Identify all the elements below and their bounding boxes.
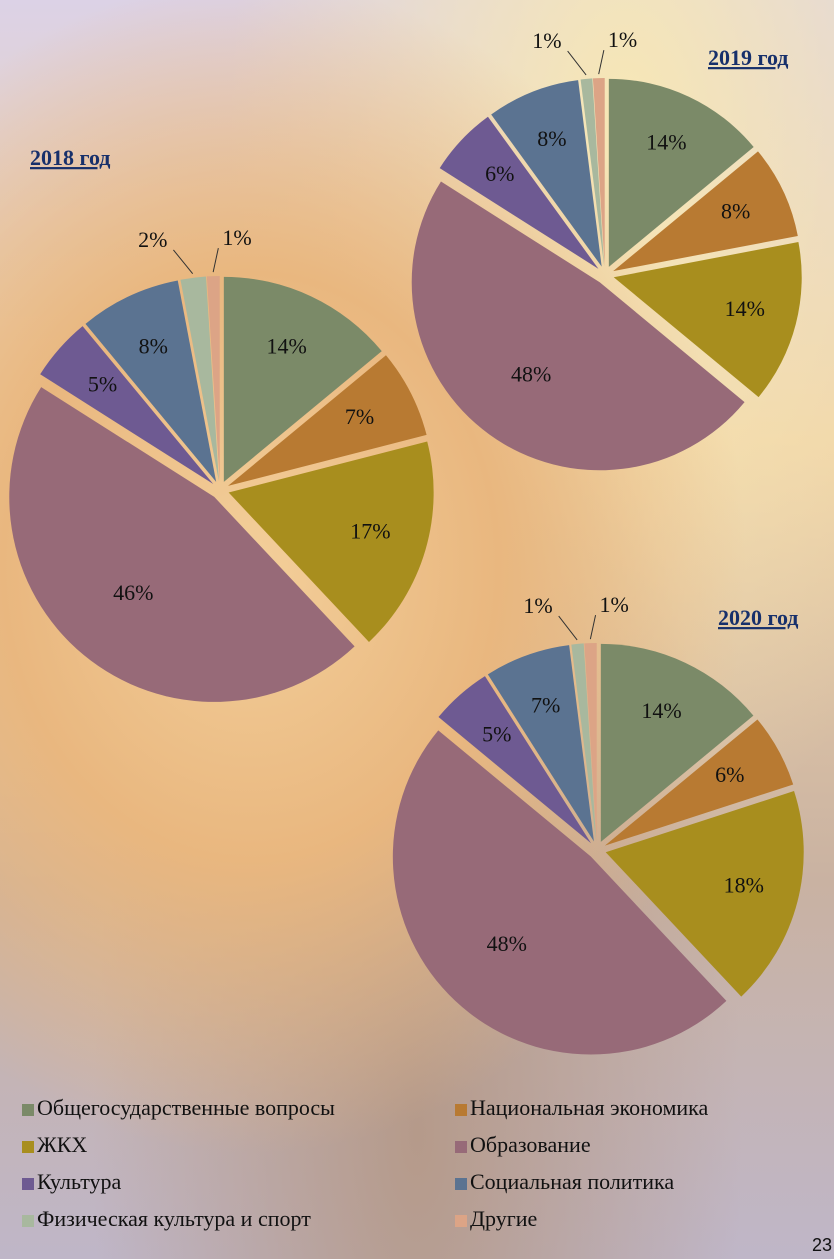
charts: 23 2018 год 14% 7% 17% 46% 5% 8% 2% 1% 2019 год 14…	[0, 0, 834, 1259]
slide: 23 2018 год 14% 7% 17% 46% 5% 8% 2% 1% 2019 год 14…	[0, 0, 834, 1259]
leader-line	[590, 615, 595, 639]
leader-line	[173, 250, 192, 274]
legend-label: Другие	[470, 1206, 537, 1231]
data-label: 14%	[646, 129, 686, 154]
chart-title: 2019 год	[708, 45, 788, 70]
data-label: 7%	[345, 404, 374, 429]
legend-label: Национальная экономика	[470, 1095, 709, 1120]
legend-label: Культура	[37, 1169, 122, 1194]
data-label: 1%	[222, 225, 251, 250]
data-label: 1%	[608, 27, 637, 52]
legend-swatch	[455, 1215, 467, 1227]
data-label: 14%	[641, 698, 681, 723]
data-label: 6%	[715, 762, 744, 787]
legend-swatch	[22, 1215, 34, 1227]
leader-line	[559, 616, 577, 640]
legend-swatch	[455, 1141, 467, 1153]
data-label: 5%	[482, 721, 511, 746]
legend-label: Общегосударственные вопросы	[37, 1095, 335, 1120]
legend-swatch	[455, 1104, 467, 1116]
leader-line	[568, 51, 586, 75]
legend-label: Социальная политика	[470, 1169, 674, 1194]
data-label: 17%	[350, 519, 390, 544]
legend-swatch	[22, 1178, 34, 1190]
legend-label: ЖКХ	[37, 1132, 87, 1157]
data-label: 5%	[88, 371, 117, 396]
leader-line	[599, 50, 604, 74]
legend-label: Физическая культура и спорт	[37, 1206, 311, 1231]
data-label: 18%	[724, 873, 764, 898]
legend-swatch	[22, 1141, 34, 1153]
data-label: 14%	[725, 296, 765, 321]
chart-title: 2020 год	[718, 605, 798, 630]
data-label: 7%	[531, 692, 560, 717]
data-label: 1%	[600, 592, 629, 617]
data-label: 8%	[537, 126, 566, 151]
data-label: 14%	[267, 333, 307, 358]
legend-label: Образование	[470, 1132, 591, 1157]
data-label: 8%	[139, 333, 168, 358]
data-label: 8%	[721, 199, 750, 224]
data-label: 6%	[485, 161, 514, 186]
page-number: 23	[812, 1235, 832, 1255]
legend-swatch	[22, 1104, 34, 1116]
data-label: 1%	[532, 28, 561, 53]
data-label: 48%	[511, 362, 551, 387]
data-label: 1%	[523, 593, 552, 618]
data-label: 46%	[113, 580, 153, 605]
data-label: 48%	[487, 931, 527, 956]
leader-line	[213, 248, 218, 272]
chart-title: 2018 год	[30, 145, 110, 170]
data-label: 2%	[138, 227, 167, 252]
legend-swatch	[455, 1178, 467, 1190]
